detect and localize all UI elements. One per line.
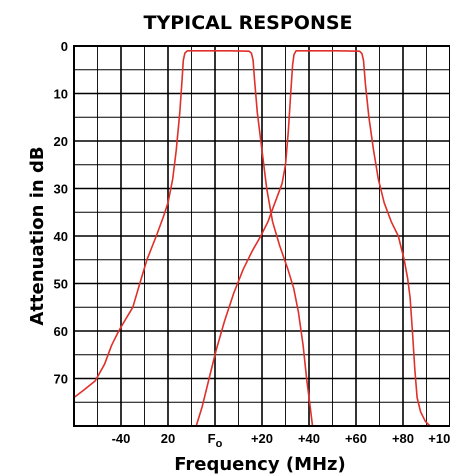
response-curve-2 xyxy=(195,50,431,427)
y-tick-label: 10 xyxy=(54,87,68,102)
y-axis-ticks: 0 10 20 30 40 50 60 70 xyxy=(54,39,68,387)
y-tick-label: 0 xyxy=(61,39,68,54)
response-curve-1 xyxy=(73,50,314,427)
y-tick-label: 40 xyxy=(54,229,68,244)
x-tick-label: +20 xyxy=(251,431,273,446)
y-tick-label: 20 xyxy=(54,134,68,149)
x-tick-label: +60 xyxy=(345,431,367,446)
y-axis-label: Attenuation in dB xyxy=(27,146,48,325)
x-tick-label: +40 xyxy=(298,431,320,446)
y-tick-label: 60 xyxy=(54,324,68,339)
x-tick-label: 20 xyxy=(161,431,175,446)
x-tick-label: Fo xyxy=(208,431,223,450)
x-tick-label: +100 xyxy=(428,431,450,446)
plot-frame xyxy=(73,45,450,427)
x-axis-label: Frequency (MHz) xyxy=(174,454,346,475)
x-axis-ticks: -40 20 Fo +20 +40 +60 +80 +100 xyxy=(112,431,450,450)
response-curves xyxy=(73,50,431,427)
x-tick-label: +80 xyxy=(392,431,414,446)
x-tick-label: -40 xyxy=(112,431,131,446)
chart-title: TYPICAL RESPONSE xyxy=(143,12,352,34)
y-tick-label: 70 xyxy=(54,372,68,387)
y-tick-label: 50 xyxy=(54,277,68,292)
y-tick-label: 30 xyxy=(54,182,68,197)
grid xyxy=(74,46,450,426)
